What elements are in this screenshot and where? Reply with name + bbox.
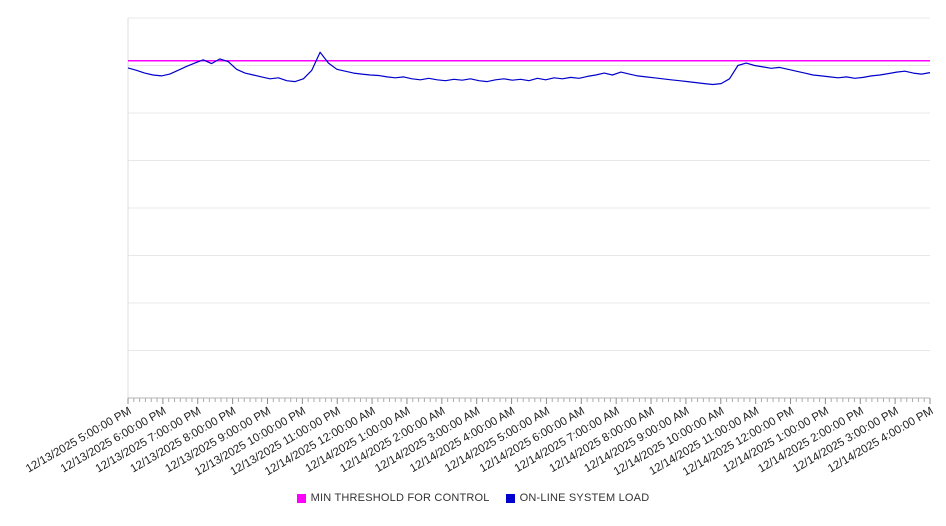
min-threshold-legend-label: MIN THRESHOLD FOR CONTROL: [310, 492, 490, 504]
legend-item-min-threshold[interactable]: MIN THRESHOLD FOR CONTROL: [296, 492, 490, 504]
legend-item-system-load[interactable]: ON-LINE SYSTEM LOAD: [505, 492, 650, 504]
chart-legend: MIN THRESHOLD FOR CONTROL ON-LINE SYSTEM…: [0, 486, 946, 504]
system-load-legend-label: ON-LINE SYSTEM LOAD: [519, 492, 650, 504]
min-threshold-swatch: [296, 493, 306, 503]
system-load-swatch: [505, 493, 515, 503]
system-load-line: [127, 51, 931, 86]
